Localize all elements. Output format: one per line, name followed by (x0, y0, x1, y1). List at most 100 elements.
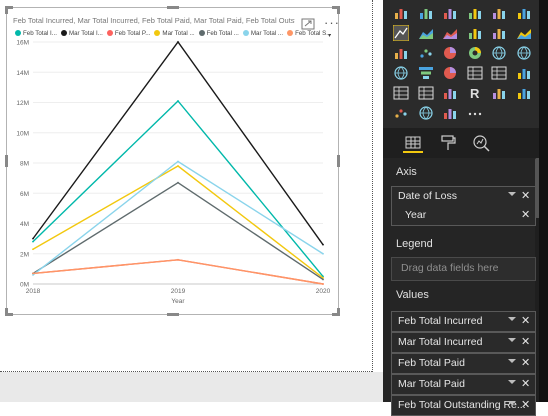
area-chart-icon[interactable] (418, 25, 434, 41)
values-field[interactable]: Feb Total Outstanding Re... ✕ (391, 395, 536, 416)
y-tick-label: 6M (20, 191, 29, 198)
chevron-down-icon[interactable] (508, 359, 516, 363)
resize-handle[interactable] (337, 155, 340, 167)
remove-field-icon[interactable]: ✕ (521, 190, 531, 202)
line-column-icon[interactable] (467, 25, 483, 41)
data-point (322, 243, 324, 246)
ribbon-icon[interactable] (516, 25, 532, 41)
remove-field-icon[interactable]: ✕ (521, 336, 531, 348)
table-icon[interactable] (393, 85, 409, 101)
waterfall-icon[interactable] (393, 45, 409, 61)
remove-field-icon[interactable]: ✕ (521, 399, 531, 411)
resize-handle[interactable] (5, 6, 8, 14)
values-field-label: Mar Total Incurred (398, 336, 483, 348)
chevron-down-icon[interactable] (508, 192, 516, 196)
remove-field-icon[interactable]: ✕ (521, 315, 531, 327)
resize-handle[interactable] (332, 6, 340, 9)
more-visuals-icon[interactable] (467, 105, 483, 121)
svg-text:R: R (470, 86, 480, 101)
resize-handle[interactable] (5, 6, 13, 9)
line-clustered-icon[interactable] (491, 25, 507, 41)
kpi-icon[interactable] (467, 65, 483, 81)
key-influencers-icon[interactable] (393, 105, 409, 121)
resize-handle[interactable] (166, 6, 179, 9)
resize-handle[interactable] (166, 313, 179, 316)
globe-icon[interactable] (418, 105, 434, 121)
axis-well[interactable]: Date of Loss ✕ Year ✕ (391, 186, 536, 226)
matrix-icon[interactable] (418, 85, 434, 101)
clustered-bar-icon[interactable] (442, 5, 458, 21)
100pct-bar-icon[interactable] (491, 5, 507, 21)
globe-map-icon[interactable] (516, 45, 532, 61)
clustered-column-icon[interactable] (467, 5, 483, 21)
axis-field-year[interactable]: Year ✕ (392, 206, 535, 225)
remove-field-icon[interactable]: ✕ (521, 209, 531, 221)
image-icon[interactable] (516, 65, 532, 81)
y-tick-label: 12M (16, 100, 29, 107)
donut-icon[interactable] (467, 45, 483, 61)
pie-icon[interactable] (442, 45, 458, 61)
legend-item[interactable]: Feb Total ... (198, 30, 239, 37)
line-chart-icon[interactable] (393, 25, 409, 41)
resize-handle[interactable] (5, 308, 8, 316)
resize-handle[interactable] (5, 313, 13, 316)
stacked-area-icon[interactable] (442, 25, 458, 41)
card-icon[interactable] (491, 65, 507, 81)
legend-item[interactable]: Mar Total I... (60, 30, 103, 37)
values-field[interactable]: Feb Total Incurred ✕ (391, 311, 536, 332)
values-field-row[interactable]: Mar Total Incurred ✕ (392, 333, 535, 352)
legend-item[interactable]: Feb Total P... (106, 30, 150, 37)
legend-item[interactable]: Mar Total ... (154, 30, 195, 37)
values-field[interactable]: Mar Total Paid ✕ (391, 374, 536, 395)
legend-scroll-icon[interactable]: ▾ (328, 33, 332, 39)
values-field-row[interactable]: Feb Total Incurred ✕ (392, 312, 535, 331)
more-options-icon[interactable]: ··· (324, 15, 340, 30)
resize-handle[interactable] (5, 155, 8, 167)
treemap-icon[interactable] (491, 45, 507, 61)
resize-handle[interactable] (332, 313, 340, 316)
format-tab-icon[interactable] (438, 133, 458, 153)
chevron-down-icon[interactable] (508, 380, 516, 384)
r-visual-icon[interactable]: R (467, 85, 483, 101)
values-field[interactable]: Mar Total Incurred ✕ (391, 332, 536, 353)
pane-scrollbar[interactable] (535, 158, 541, 218)
values-field-row[interactable]: Feb Total Outstanding Re... ✕ (392, 396, 535, 415)
slicer-icon[interactable] (442, 85, 458, 101)
chevron-down-icon[interactable] (508, 338, 516, 342)
funnel-icon[interactable] (418, 65, 434, 81)
gauge-icon[interactable] (442, 65, 458, 81)
shape-icon[interactable] (442, 105, 458, 121)
values-field-label: Mar Total Paid (398, 378, 465, 390)
scatter-icon[interactable] (418, 45, 434, 61)
resize-handle[interactable] (337, 6, 340, 14)
collapsed-fields-pane-edge[interactable] (539, 0, 548, 402)
values-section-label: Values (396, 289, 429, 301)
100pct-column-icon[interactable] (516, 5, 532, 21)
values-field[interactable]: Feb Total Paid ✕ (391, 353, 536, 374)
remove-field-icon[interactable]: ✕ (521, 357, 531, 369)
legend-section-label: Legend (396, 238, 433, 250)
remove-field-icon[interactable]: ✕ (521, 378, 531, 390)
legend-drop-zone[interactable]: Drag data fields here (391, 257, 536, 281)
focus-mode-icon[interactable] (301, 18, 315, 30)
x-tick-label: 2020 (316, 288, 331, 295)
stacked-bar-icon[interactable] (393, 5, 409, 21)
axis-field-date-of-loss[interactable]: Date of Loss ✕ (392, 187, 535, 206)
values-field-row[interactable]: Mar Total Paid ✕ (392, 375, 535, 394)
analytics-tab-icon[interactable] (471, 133, 491, 153)
fields-tab-icon[interactable] (403, 133, 423, 153)
python-visual-icon[interactable] (491, 85, 507, 101)
values-field-row[interactable]: Feb Total Paid ✕ (392, 354, 535, 373)
axis-section-label: Axis (396, 166, 417, 178)
legend-item[interactable]: Feb Total I... (15, 30, 57, 37)
series-line (32, 259, 324, 285)
legend-item[interactable]: Feb Total S... (287, 30, 331, 37)
resize-handle[interactable] (337, 308, 340, 316)
legend-item[interactable]: Mar Total ... (242, 30, 283, 37)
line-chart-visual[interactable]: Feb Total Incurred, Mar Total Incurred, … (5, 6, 340, 316)
custom-visual-icon[interactable] (516, 85, 532, 101)
stacked-column-icon[interactable] (418, 5, 434, 21)
chevron-down-icon[interactable] (508, 317, 516, 321)
filled-map-icon[interactable] (393, 65, 409, 81)
plot-area: 0M 2M 4M 6M 8M 10M 12M 14M 16M 2018 2019 2020 Year (16, 40, 331, 306)
